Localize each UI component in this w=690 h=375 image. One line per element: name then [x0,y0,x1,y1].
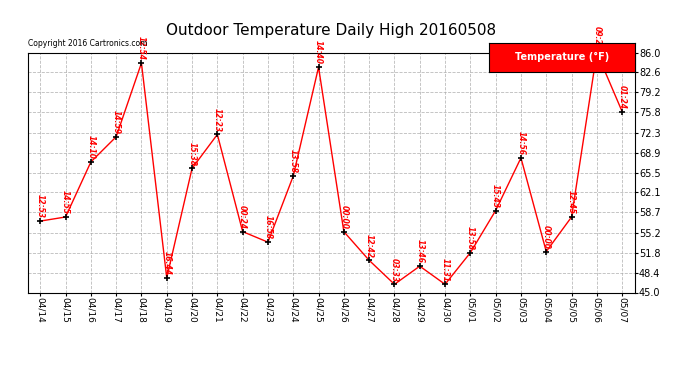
Text: 15:43: 15:43 [491,184,500,208]
Text: 09:24: 09:24 [592,26,602,50]
Text: 11:31: 11:31 [440,258,450,282]
Text: 00:00: 00:00 [542,225,551,249]
Text: 03:33: 03:33 [390,258,399,282]
Text: 13:58: 13:58 [288,149,298,173]
Text: 16:44: 16:44 [162,251,171,275]
Text: 13:58: 13:58 [466,226,475,250]
Text: Copyright 2016 Cartronics.com: Copyright 2016 Cartronics.com [28,39,147,48]
Text: 00:00: 00:00 [339,205,348,229]
Text: 01:24: 01:24 [618,85,627,109]
Text: 15:38: 15:38 [188,142,197,166]
Text: 14:40: 14:40 [314,40,323,64]
Text: 14:59: 14:59 [112,110,121,134]
Text: 12:42: 12:42 [364,234,374,258]
Text: 14:56: 14:56 [516,131,526,155]
Text: 12:53: 12:53 [36,194,45,218]
Text: 16:58: 16:58 [264,215,273,239]
Text: 13:46: 13:46 [415,239,424,263]
Text: 14:55: 14:55 [61,190,70,214]
Text: 00:24: 00:24 [238,205,247,229]
Text: 12:54: 12:54 [137,36,146,60]
Text: 14:10: 14:10 [86,135,95,159]
Text: 12:45: 12:45 [567,190,576,214]
Title: Outdoor Temperature Daily High 20160508: Outdoor Temperature Daily High 20160508 [166,23,496,38]
Text: 12:23: 12:23 [213,108,222,132]
